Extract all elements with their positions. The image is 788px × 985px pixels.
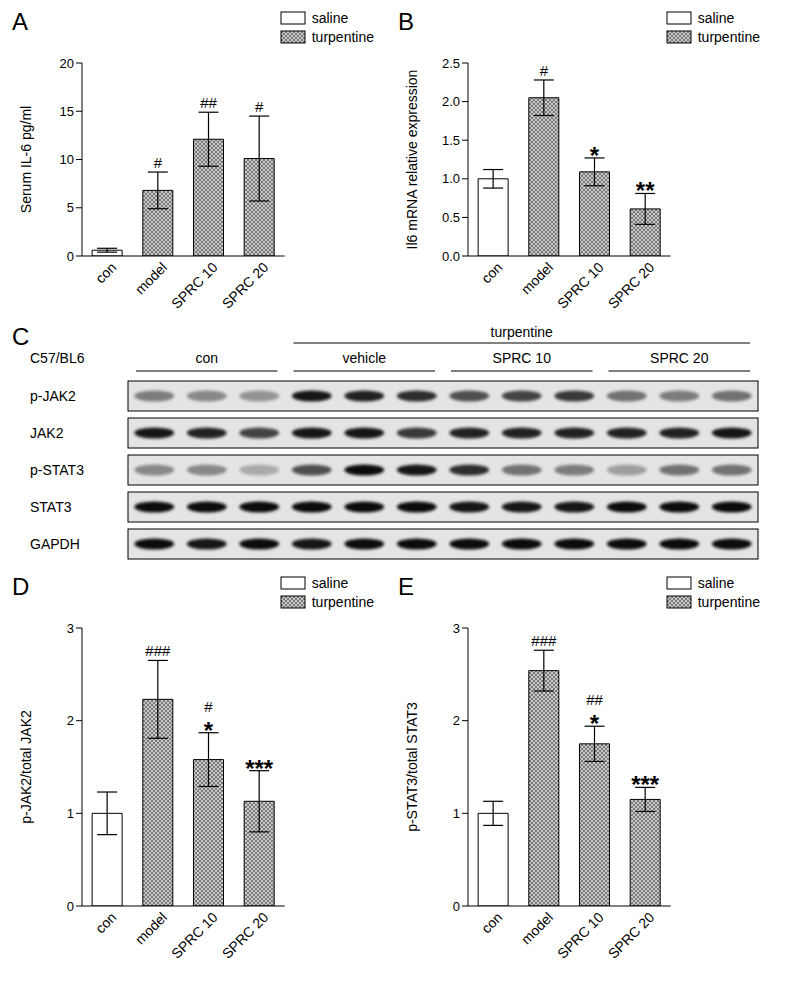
svg-text:20: 20 <box>60 56 74 71</box>
html-text:A: A <box>12 8 28 35</box>
svg-text:SPRC 10: SPRC 10 <box>554 909 607 962</box>
svg-text:#: # <box>255 98 264 115</box>
svg-text:##: ## <box>200 94 217 111</box>
svg-text:#: # <box>540 62 549 79</box>
svg-text:turpentine: turpentine <box>491 324 553 340</box>
svg-text:SPRC 10: SPRC 10 <box>168 259 221 312</box>
svg-text:model: model <box>518 909 556 947</box>
svg-text:0.0: 0.0 <box>442 249 460 264</box>
svg-text:0.5: 0.5 <box>442 210 460 225</box>
svg-text:SPRC 20: SPRC 20 <box>650 350 709 366</box>
svg-text:2: 2 <box>67 713 74 728</box>
svg-text:Serum IL-6 pg/ml: Serum IL-6 pg/ml <box>18 106 34 213</box>
svg-text:5: 5 <box>67 200 74 215</box>
html-text:turpentine: turpentine <box>697 594 760 610</box>
svg-text:##: ## <box>586 691 603 708</box>
html-text:D: D <box>12 573 30 600</box>
svg-text:0: 0 <box>67 899 74 914</box>
svg-text:GAPDH: GAPDH <box>30 536 80 552</box>
svg-text:STAT3: STAT3 <box>30 499 72 515</box>
svg-text:10: 10 <box>60 152 74 167</box>
svg-text:C: C <box>12 323 29 350</box>
svg-text:###: ### <box>531 632 557 649</box>
svg-text:###: ### <box>145 642 171 659</box>
svg-text:SPRC 20: SPRC 20 <box>219 909 272 962</box>
html-text:saline: saline <box>311 575 349 591</box>
svg-text:SPRC 20: SPRC 20 <box>219 259 272 312</box>
svg-text:1.0: 1.0 <box>442 171 460 186</box>
svg-text:SPRC 10: SPRC 10 <box>493 350 552 366</box>
svg-text:con: con <box>92 259 119 286</box>
svg-text:0: 0 <box>453 899 460 914</box>
svg-text:p-STAT3: p-STAT3 <box>30 462 84 478</box>
svg-text:#: # <box>154 154 163 171</box>
svg-text:con: con <box>478 259 505 286</box>
svg-text:***: *** <box>245 755 274 782</box>
svg-text:p-JAK2/total JAK2: p-JAK2/total JAK2 <box>18 710 34 824</box>
svg-text:con: con <box>92 909 119 936</box>
svg-text:#: # <box>204 698 213 715</box>
svg-text:p-JAK2: p-JAK2 <box>30 388 76 404</box>
svg-text:2.0: 2.0 <box>442 94 460 109</box>
svg-text:1: 1 <box>453 806 460 821</box>
svg-text:*: * <box>590 142 600 169</box>
html-text:B: B <box>398 8 414 35</box>
svg-text:**: ** <box>636 177 655 204</box>
html-text:turpentine: turpentine <box>311 29 374 45</box>
svg-text:SPRC 10: SPRC 10 <box>168 909 221 962</box>
svg-text:SPRC 10: SPRC 10 <box>554 259 607 312</box>
svg-text:con: con <box>195 350 218 366</box>
svg-text:C57/BL6: C57/BL6 <box>30 350 85 366</box>
svg-text:SPRC 20: SPRC 20 <box>605 259 658 312</box>
svg-text:SPRC 20: SPRC 20 <box>605 909 658 962</box>
svg-text:Il6 mRNA relative expression: Il6 mRNA relative expression <box>404 70 420 250</box>
svg-text:1.5: 1.5 <box>442 133 460 148</box>
svg-text:vehicle: vehicle <box>342 350 386 366</box>
svg-text:*: * <box>204 717 214 744</box>
html-text:turpentine: turpentine <box>311 594 374 610</box>
svg-text:***: *** <box>631 771 660 798</box>
svg-text:p-STAT3/total STAT3: p-STAT3/total STAT3 <box>404 702 420 832</box>
svg-text:0: 0 <box>67 249 74 264</box>
svg-text:3: 3 <box>453 621 460 636</box>
html-text:saline: saline <box>311 10 349 26</box>
svg-text:2: 2 <box>453 713 460 728</box>
svg-text:con: con <box>478 909 505 936</box>
html-text:saline: saline <box>697 575 735 591</box>
html-text:E: E <box>398 573 414 600</box>
html-text:turpentine: turpentine <box>697 29 760 45</box>
svg-text:*: * <box>590 710 600 737</box>
svg-text:15: 15 <box>60 104 74 119</box>
svg-text:model: model <box>132 909 170 947</box>
svg-text:model: model <box>132 259 170 297</box>
html-text:saline: saline <box>697 10 735 26</box>
svg-text:model: model <box>518 259 556 297</box>
svg-text:1: 1 <box>67 806 74 821</box>
svg-text:2.5: 2.5 <box>442 56 460 71</box>
svg-text:JAK2: JAK2 <box>30 425 64 441</box>
svg-text:3: 3 <box>67 621 74 636</box>
